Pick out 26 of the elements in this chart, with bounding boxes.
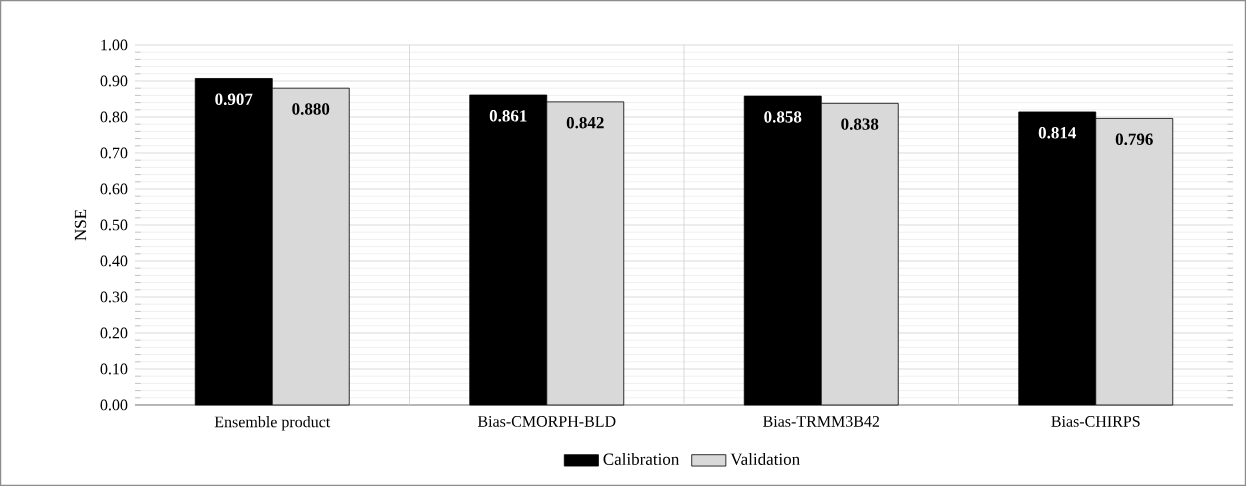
y-tick-label: 0.20 (100, 327, 128, 339)
x-tick-label: Bias-TRMM3B42 (763, 416, 880, 427)
x-tick-label: Bias-CHIRPS (1051, 416, 1140, 427)
legend-label: Validation (730, 452, 800, 466)
y-tick-label: 1.00 (101, 39, 128, 51)
data-label: 0.907 (215, 93, 253, 106)
y-tick-label: 0.00 (100, 399, 128, 411)
data-label: 0.842 (566, 116, 604, 129)
y-tick-label: 0.40 (100, 255, 128, 267)
y-tick-label: 0.30 (100, 291, 128, 303)
y-tick-label: 0.80 (100, 111, 128, 123)
legend-label: Calibration (603, 452, 680, 465)
y-tick-label: 0.10 (100, 363, 128, 375)
data-label: 0.858 (764, 111, 802, 123)
x-tick-label: Ensemble product (214, 416, 331, 431)
y-axis-title: NSE (74, 209, 87, 241)
data-label: 0.861 (489, 110, 527, 122)
y-tick-label: 0.70 (100, 147, 128, 159)
data-label: 0.796 (1115, 133, 1153, 146)
y-tick-label: 0.50 (100, 219, 128, 231)
data-label: 0.814 (1038, 127, 1077, 139)
y-tick-label: 0.60 (100, 183, 128, 195)
data-label: 0.838 (841, 118, 879, 130)
y-tick-label: 0.90 (100, 75, 128, 87)
x-tick-label: Bias-CMORPH-BLD (477, 416, 616, 427)
data-label: 0.880 (292, 103, 330, 115)
